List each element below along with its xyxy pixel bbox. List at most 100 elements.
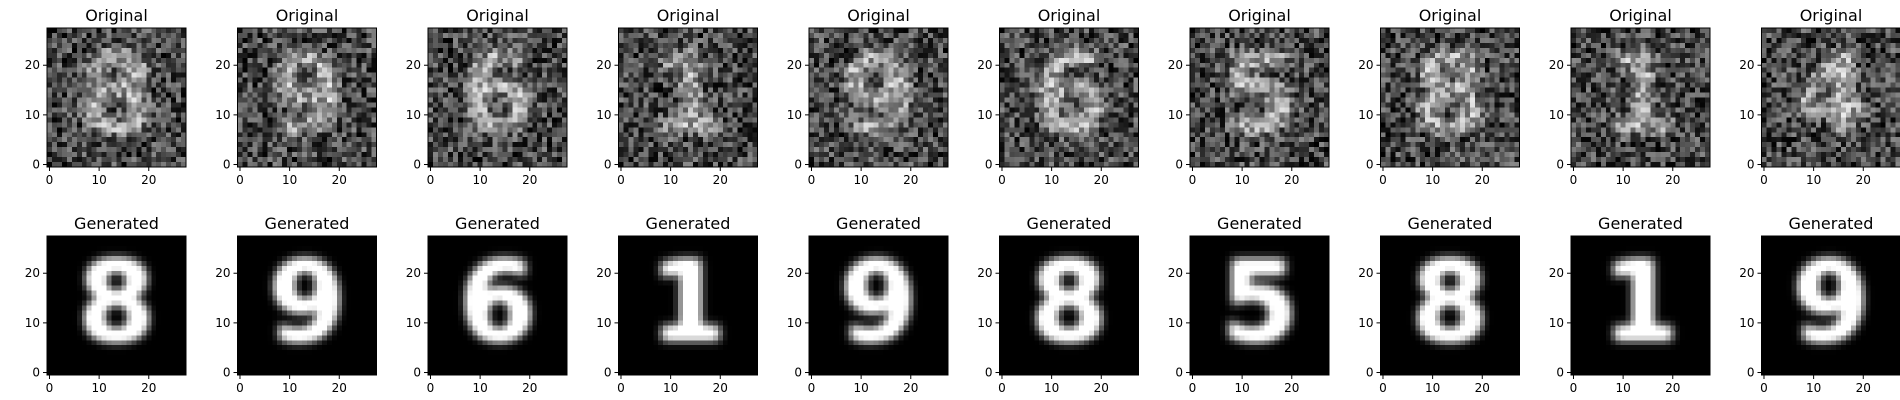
digit-image [47, 236, 186, 375]
y-tick-label: 20 [25, 58, 40, 72]
x-tick-label: 10 [282, 381, 297, 395]
x-tick-label: 20 [1856, 381, 1871, 395]
y-tick-label: 10 [1739, 108, 1754, 122]
y-tick-label: 20 [1739, 266, 1754, 280]
x-tick-label: 0 [998, 381, 1006, 395]
panel-title: Generated [455, 214, 540, 233]
panel-clean-1: Generated 0 10 20 0 10 20 [25, 214, 187, 395]
x-tick-label: 0 [998, 173, 1006, 187]
y-tick-label: 10 [1549, 108, 1564, 122]
x-tick-label: 10 [1234, 173, 1249, 187]
digit-image [1761, 236, 1900, 375]
panel-noisy-8: Original 0 10 20 0 10 20 [1358, 6, 1520, 187]
digit-image [47, 28, 186, 167]
x-tick-label: 10 [282, 173, 297, 187]
x-tick-label: 10 [472, 381, 487, 395]
panel-title: Generated [1598, 214, 1683, 233]
axes-frame [1189, 27, 1330, 168]
x-tick-label: 0 [1570, 173, 1578, 187]
y-tick-label: 20 [596, 266, 611, 280]
axes-frame [1761, 27, 1900, 168]
axes-frame [46, 27, 187, 168]
x-tick-label: 0 [46, 381, 54, 395]
axes-frame [237, 27, 377, 168]
y-tick-label: 10 [1358, 316, 1373, 330]
y-tick-label: 0 [794, 158, 802, 172]
y-tick-label: 0 [32, 158, 40, 172]
y-tick-label: 20 [787, 58, 802, 72]
panel-title: Generated [1408, 214, 1493, 233]
panel-clean-5: Generated 0 10 20 0 10 20 [787, 214, 949, 395]
panel-clean-4: Generated 0 10 20 0 10 20 [596, 214, 758, 395]
axes-frame [618, 235, 758, 376]
x-tick-label: 10 [1806, 173, 1821, 187]
x-tick-label: 0 [1570, 381, 1578, 395]
y-tick-label: 20 [787, 266, 802, 280]
panel-noisy-1: Original 0 10 20 0 10 20 [25, 6, 187, 187]
x-tick-label: 20 [1094, 173, 1109, 187]
y-tick-label: 0 [1366, 366, 1374, 380]
y-tick-label: 10 [787, 108, 802, 122]
y-tick-label: 20 [406, 58, 421, 72]
digit-image [428, 236, 567, 375]
y-tick-label: 10 [215, 316, 230, 330]
panel-clean-7: Generated 0 10 20 0 10 20 [1168, 214, 1330, 395]
digit-image [1380, 28, 1520, 167]
x-tick-label: 10 [472, 173, 487, 187]
y-tick-label: 0 [1175, 366, 1183, 380]
x-tick-label: 0 [1379, 381, 1387, 395]
y-tick-label: 0 [413, 158, 421, 172]
axes-frame [1761, 235, 1900, 376]
panel-clean-10: Generated 0 10 20 0 10 20 [1739, 214, 1900, 395]
y-tick-label: 10 [1739, 316, 1754, 330]
panel-title: Generated [1217, 214, 1302, 233]
y-tick-label: 10 [1549, 316, 1564, 330]
panel-title: Generated [74, 214, 159, 233]
panel-title: Original [1800, 6, 1863, 25]
x-tick-label: 10 [1425, 381, 1440, 395]
x-tick-label: 20 [713, 173, 728, 187]
digit-image [618, 236, 758, 375]
panel-title: Original [1609, 6, 1672, 25]
axes-frame [1380, 27, 1520, 168]
x-tick-label: 20 [141, 173, 156, 187]
y-tick-label: 10 [406, 108, 421, 122]
y-tick-label: 0 [985, 366, 993, 380]
panel-noisy-10: Original 0 10 20 0 10 20 [1739, 6, 1900, 187]
y-tick-label: 20 [1549, 266, 1564, 280]
x-tick-label: 10 [853, 381, 868, 395]
x-tick-label: 20 [522, 173, 537, 187]
digit-image [1380, 236, 1520, 375]
x-tick-label: 10 [1806, 381, 1821, 395]
digit-image [809, 28, 948, 167]
x-tick-label: 0 [1189, 173, 1197, 187]
panel-title: Original [1038, 6, 1101, 25]
panel-title: Generated [1027, 214, 1112, 233]
y-tick-label: 0 [32, 366, 40, 380]
y-tick-label: 0 [1175, 158, 1183, 172]
digit-image [1761, 28, 1900, 167]
y-tick-label: 10 [596, 108, 611, 122]
x-tick-label: 0 [46, 173, 54, 187]
x-tick-label: 0 [1760, 381, 1768, 395]
digit-image [1190, 28, 1329, 167]
y-tick-label: 10 [596, 316, 611, 330]
x-tick-label: 10 [853, 173, 868, 187]
x-tick-label: 20 [1094, 381, 1109, 395]
panel-title: Original [1228, 6, 1291, 25]
x-tick-label: 20 [903, 173, 918, 187]
panel-noisy-9: Original 0 10 20 0 10 20 [1549, 6, 1711, 187]
panel-title: Generated [836, 214, 921, 233]
panel-clean-3: Generated 0 10 20 0 10 20 [406, 214, 568, 395]
digit-image [999, 236, 1139, 375]
axes-frame [427, 235, 568, 376]
y-tick-label: 10 [1168, 316, 1183, 330]
x-tick-label: 10 [1615, 381, 1630, 395]
axes-frame [46, 235, 187, 376]
y-tick-label: 10 [25, 108, 40, 122]
axes-frame [1380, 235, 1520, 376]
y-tick-label: 20 [215, 266, 230, 280]
x-tick-label: 20 [1665, 381, 1680, 395]
y-tick-label: 20 [1168, 58, 1183, 72]
x-tick-label: 10 [1044, 173, 1059, 187]
